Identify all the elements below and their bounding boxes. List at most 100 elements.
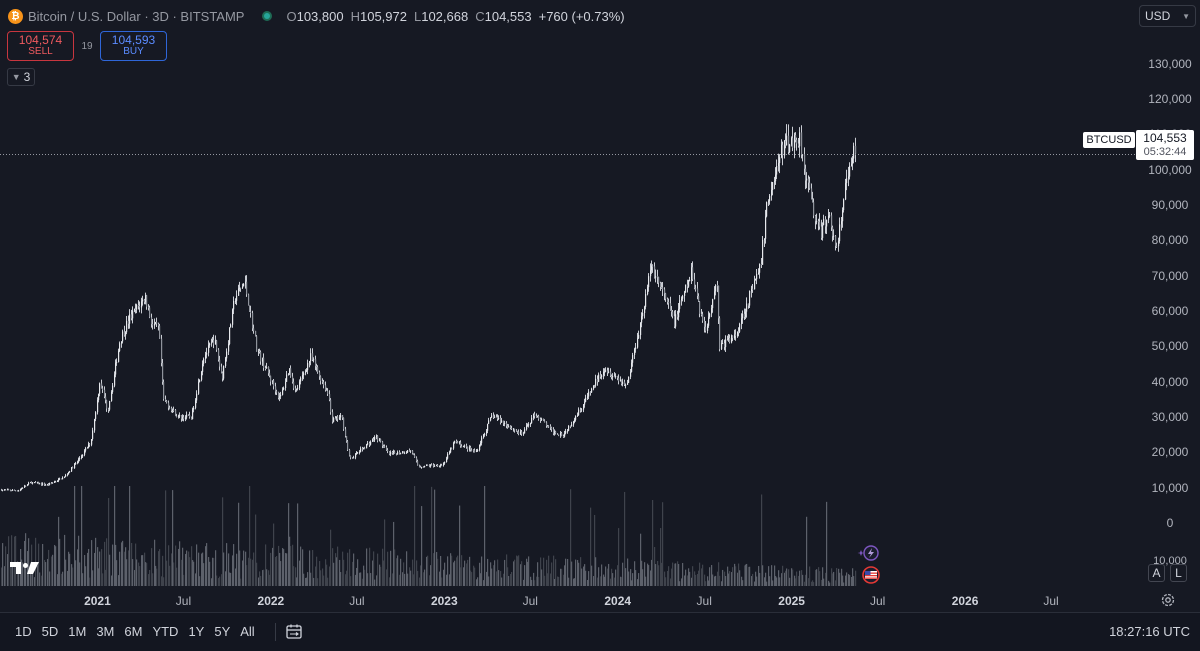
candle-body xyxy=(78,459,80,462)
sell-button[interactable]: 104,574 SELL xyxy=(7,31,74,61)
candle-body xyxy=(510,426,512,429)
volume-bar xyxy=(786,568,788,586)
gear-icon[interactable] xyxy=(1160,592,1176,608)
volume-bar xyxy=(327,577,329,586)
candle-body xyxy=(707,325,709,331)
volume-bar xyxy=(355,574,357,586)
range-button-1m[interactable]: 1M xyxy=(68,624,87,639)
candle-body xyxy=(709,313,711,318)
range-button-all[interactable]: All xyxy=(240,624,255,639)
candle-body xyxy=(82,454,84,457)
volume-bar xyxy=(165,490,167,586)
candle-body xyxy=(141,301,143,308)
buy-button[interactable]: 104,593 BUY xyxy=(100,31,167,61)
ohlc-key: C xyxy=(475,8,485,24)
candle-body xyxy=(165,399,167,401)
candle-body xyxy=(565,431,567,434)
volume-bar xyxy=(98,568,100,586)
candle-body xyxy=(481,437,483,444)
candle-body xyxy=(762,239,764,265)
candle-body xyxy=(145,295,147,303)
auto-scale-button[interactable]: A xyxy=(1148,564,1165,582)
range-button-5d[interactable]: 5D xyxy=(41,624,59,639)
range-button-5y[interactable]: 5Y xyxy=(214,624,231,639)
range-button-ytd[interactable]: YTD xyxy=(152,624,179,639)
indicator-quick-icons[interactable] xyxy=(856,544,884,584)
candle-body xyxy=(68,471,70,475)
volume-bar xyxy=(434,489,436,586)
utc-clock[interactable]: 18:27:16 UTC xyxy=(1109,624,1190,639)
candle-body xyxy=(738,331,740,333)
candle-body xyxy=(421,466,423,468)
volume-bar xyxy=(611,568,613,586)
candle-body xyxy=(444,462,446,464)
currency-select[interactable]: USD ▼ xyxy=(1139,5,1196,27)
candle-body xyxy=(678,308,680,318)
candle-body xyxy=(699,301,701,314)
volume-bar xyxy=(363,565,365,586)
price-tick-label: 100,000 xyxy=(1148,162,1192,177)
candle-body xyxy=(263,357,265,368)
calendar-range-icon[interactable] xyxy=(285,623,303,641)
candle-body xyxy=(677,314,679,318)
volume-bar xyxy=(315,566,317,586)
volume-bar xyxy=(550,573,552,586)
bottom-toolbar: 1D 5D 1M 3M 6M YTD 1Y 5Y All 18:27:16 UTC xyxy=(0,612,1200,651)
volume-bar xyxy=(303,573,305,586)
candle-body xyxy=(393,451,395,454)
range-button-1d[interactable]: 1D xyxy=(15,624,32,639)
volume-bar xyxy=(622,562,624,586)
candle-body xyxy=(195,400,197,408)
candle-body xyxy=(125,332,127,336)
volume-bar xyxy=(811,581,813,586)
volume-bar xyxy=(337,546,339,586)
volume-bar xyxy=(37,565,39,586)
trade-buttons: 104,574 SELL 19 104,593 BUY xyxy=(7,31,167,61)
chart-canvas[interactable] xyxy=(0,0,1138,590)
candle-body xyxy=(501,420,503,423)
candle-body xyxy=(396,453,398,455)
candle-body xyxy=(108,408,110,410)
volume-bar xyxy=(433,553,435,586)
price-tick-label: 130,000 xyxy=(1148,56,1192,71)
volume-bar xyxy=(148,574,150,586)
candle-body xyxy=(248,294,250,306)
volume-bar xyxy=(604,576,606,586)
candle-body xyxy=(537,415,539,417)
volume-bar xyxy=(384,519,386,586)
volume-bar xyxy=(453,562,455,586)
symbol-title[interactable]: Bitcoin / U.S. Dollar · 3D · BITSTAMP xyxy=(28,8,245,24)
indicators-toggle[interactable]: ▼ 3 xyxy=(7,68,35,86)
volume-bar xyxy=(821,579,823,586)
price-axis[interactable]: 0 10,000 20,000 30,000 40,000 50,000 60,000 70,… xyxy=(1138,0,1200,611)
candle-body xyxy=(449,452,451,454)
tradingview-logo[interactable] xyxy=(10,560,40,576)
volume-bar xyxy=(168,545,170,586)
candle-body xyxy=(672,311,674,317)
time-axis[interactable]: 2021 Jul 2022 Jul 2023 Jul 2024 Jul 2025 Jul 2026 J… xyxy=(0,590,1138,612)
log-scale-button[interactable]: L xyxy=(1170,564,1187,582)
volume-bar xyxy=(69,553,71,586)
volume-bar xyxy=(483,580,485,586)
volume-bar xyxy=(404,573,406,586)
range-button-3m[interactable]: 3M xyxy=(96,624,115,639)
volume-bar xyxy=(15,535,17,586)
candle-body xyxy=(77,461,79,463)
candle-body xyxy=(647,287,649,295)
candle-body xyxy=(315,359,317,367)
volume-bar xyxy=(202,552,204,586)
range-button-1y[interactable]: 1Y xyxy=(188,624,205,639)
candle-body xyxy=(138,305,140,307)
candle-body xyxy=(129,314,131,324)
volume-bar xyxy=(484,486,486,586)
volume-bar xyxy=(801,570,803,586)
volume-bar xyxy=(99,551,101,586)
volume-bar xyxy=(248,557,250,586)
volume-bar xyxy=(193,561,195,586)
volume-bar xyxy=(496,571,498,586)
range-button-6m[interactable]: 6M xyxy=(124,624,143,639)
volume-bar xyxy=(610,578,612,586)
candle-body xyxy=(369,443,371,445)
volume-bar xyxy=(402,572,404,586)
